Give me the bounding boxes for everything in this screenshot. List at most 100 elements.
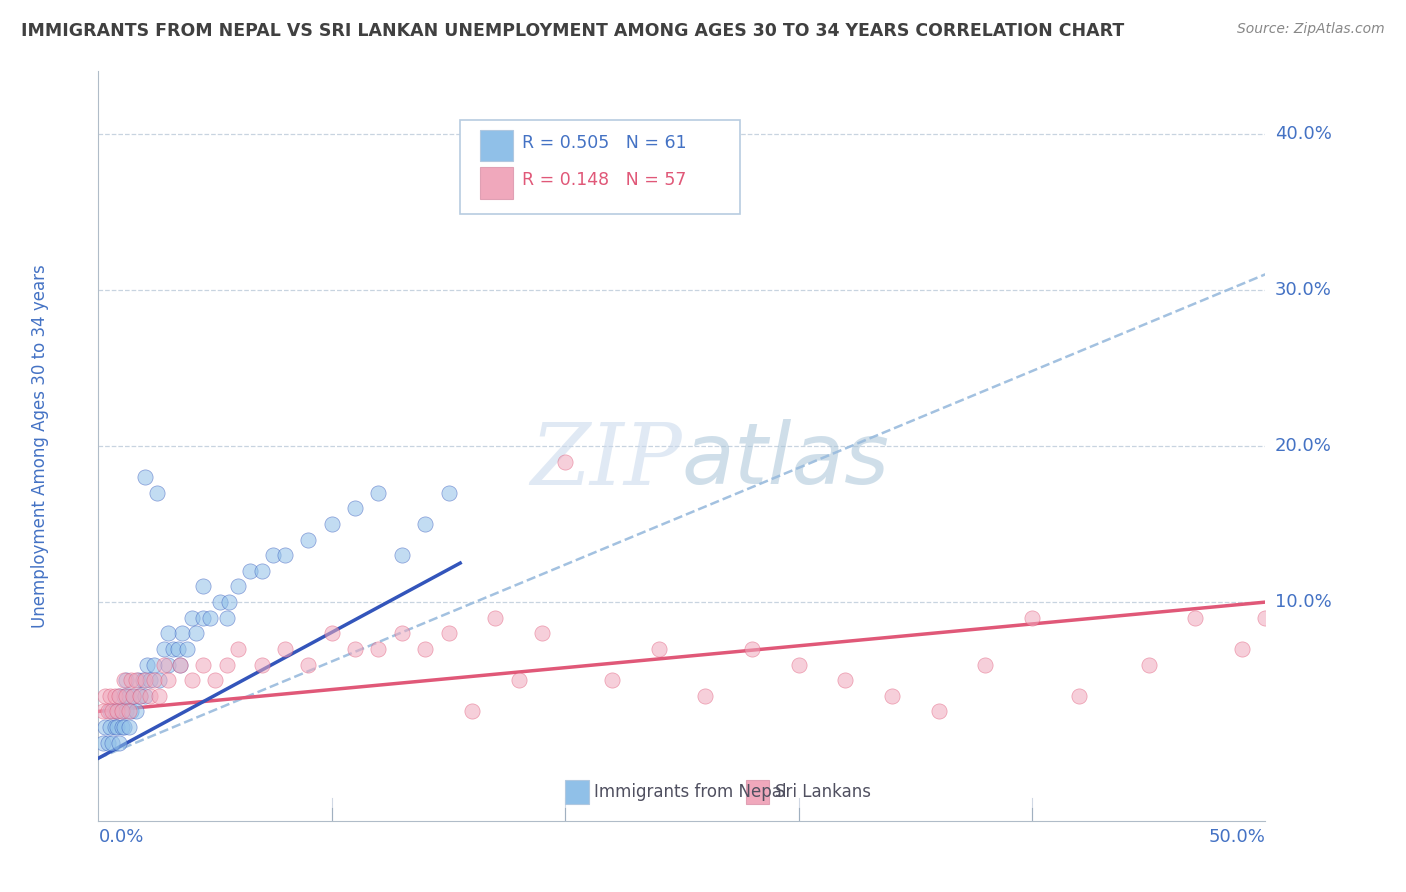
Point xyxy=(1021,611,1043,625)
Point xyxy=(204,673,226,687)
Point xyxy=(834,673,856,687)
Point xyxy=(484,611,506,625)
Point xyxy=(152,657,174,672)
Point xyxy=(139,689,162,703)
Point xyxy=(112,689,135,703)
Point xyxy=(118,720,141,734)
Point xyxy=(600,673,623,687)
Point xyxy=(321,517,343,532)
Point xyxy=(367,485,389,500)
Point xyxy=(391,548,413,563)
Text: atlas: atlas xyxy=(682,419,890,502)
Text: 30.0%: 30.0% xyxy=(1275,281,1331,299)
Point xyxy=(97,735,120,749)
Point xyxy=(125,705,148,719)
Point xyxy=(108,735,131,749)
Text: IMMIGRANTS FROM NEPAL VS SRI LANKAN UNEMPLOYMENT AMONG AGES 30 TO 34 YEARS CORRE: IMMIGRANTS FROM NEPAL VS SRI LANKAN UNEM… xyxy=(21,22,1125,40)
Text: 40.0%: 40.0% xyxy=(1275,125,1331,143)
Point xyxy=(101,735,124,749)
Point xyxy=(695,689,717,703)
Point xyxy=(193,580,215,594)
Point xyxy=(98,705,121,719)
Point xyxy=(104,720,127,734)
Point xyxy=(134,673,156,687)
Point xyxy=(105,705,128,719)
Point xyxy=(1067,689,1090,703)
Point xyxy=(125,673,148,687)
Point xyxy=(228,580,250,594)
Point xyxy=(112,720,135,734)
Point xyxy=(108,689,131,703)
Point xyxy=(112,673,135,687)
Point xyxy=(787,657,810,672)
Point xyxy=(344,642,367,657)
Point xyxy=(118,705,141,719)
Point xyxy=(162,642,184,657)
Point xyxy=(143,657,166,672)
Point xyxy=(134,470,156,484)
Text: 50.0%: 50.0% xyxy=(1209,829,1265,847)
Point xyxy=(157,673,180,687)
Point xyxy=(239,564,262,578)
Point xyxy=(554,455,576,469)
FancyBboxPatch shape xyxy=(460,120,741,214)
Point xyxy=(172,626,194,640)
Point xyxy=(647,642,669,657)
Point xyxy=(208,595,231,609)
FancyBboxPatch shape xyxy=(747,780,769,805)
Point xyxy=(741,642,763,657)
Point xyxy=(122,689,145,703)
Text: Immigrants from Nepal: Immigrants from Nepal xyxy=(595,783,787,801)
Point xyxy=(166,642,188,657)
Point xyxy=(91,705,114,719)
Point xyxy=(97,705,120,719)
Point xyxy=(176,642,198,657)
Point xyxy=(146,485,169,500)
Point xyxy=(152,642,174,657)
Text: ZIP: ZIP xyxy=(530,419,682,502)
Point xyxy=(215,657,238,672)
Point xyxy=(274,548,297,563)
Text: 20.0%: 20.0% xyxy=(1275,437,1331,455)
Point xyxy=(111,705,134,719)
Point xyxy=(928,705,950,719)
Point xyxy=(186,626,208,640)
Point xyxy=(101,705,124,719)
Point xyxy=(413,517,436,532)
Point xyxy=(111,720,134,734)
Point xyxy=(974,657,997,672)
Point xyxy=(157,626,180,640)
Point xyxy=(437,485,460,500)
Point xyxy=(262,548,284,563)
Point xyxy=(104,705,127,719)
Point xyxy=(148,673,170,687)
Point xyxy=(134,689,156,703)
Text: Source: ZipAtlas.com: Source: ZipAtlas.com xyxy=(1237,22,1385,37)
Point xyxy=(297,657,319,672)
Point xyxy=(143,673,166,687)
Point xyxy=(880,689,903,703)
Point xyxy=(120,673,142,687)
Text: Sri Lankans: Sri Lankans xyxy=(775,783,872,801)
FancyBboxPatch shape xyxy=(565,780,589,805)
Text: R = 0.505   N = 61: R = 0.505 N = 61 xyxy=(522,134,686,152)
Point xyxy=(105,720,128,734)
Point xyxy=(274,642,297,657)
Point xyxy=(115,705,138,719)
Point xyxy=(228,642,250,657)
Point xyxy=(250,564,273,578)
Text: Unemployment Among Ages 30 to 34 years: Unemployment Among Ages 30 to 34 years xyxy=(31,264,49,628)
Point xyxy=(157,657,180,672)
Text: 0.0%: 0.0% xyxy=(98,829,143,847)
Point xyxy=(250,657,273,672)
FancyBboxPatch shape xyxy=(479,130,513,161)
Point xyxy=(127,673,149,687)
Point xyxy=(193,611,215,625)
Text: R = 0.148   N = 57: R = 0.148 N = 57 xyxy=(522,171,686,189)
Point xyxy=(200,611,222,625)
Point xyxy=(122,689,145,703)
Point xyxy=(104,689,127,703)
Point xyxy=(169,657,191,672)
Point xyxy=(461,705,484,719)
Point xyxy=(118,689,141,703)
